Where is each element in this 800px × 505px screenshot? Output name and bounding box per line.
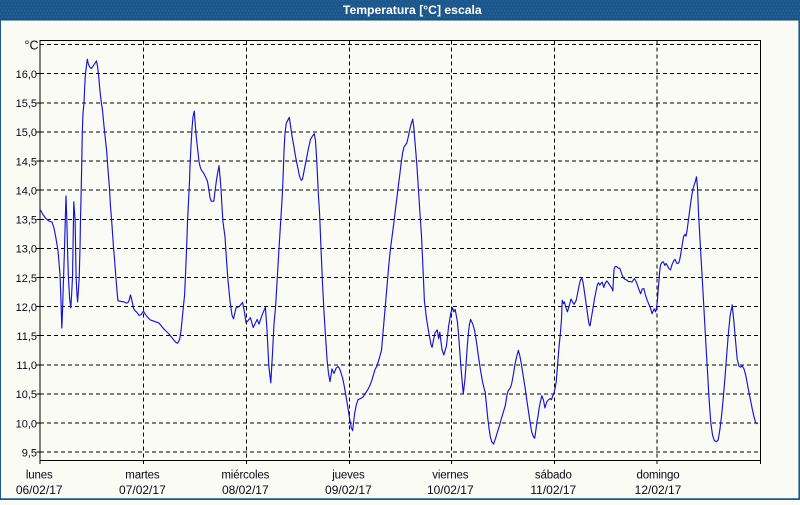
svg-text:10,0: 10,0: [16, 418, 37, 430]
svg-text:martes: martes: [125, 469, 160, 481]
svg-text:15,0: 15,0: [16, 127, 37, 139]
svg-text:viernes: viernes: [432, 469, 468, 481]
svg-text:sábado: sábado: [535, 469, 572, 481]
svg-text:11,0: 11,0: [16, 360, 37, 372]
svg-text:jueves: jueves: [331, 469, 365, 481]
svg-text:miércoles: miércoles: [221, 469, 269, 481]
svg-text:16,0: 16,0: [16, 69, 37, 81]
svg-text:domingo: domingo: [636, 469, 679, 481]
svg-text:10/02/17: 10/02/17: [427, 483, 474, 497]
svg-text:15,5: 15,5: [16, 98, 37, 110]
svg-text:12,5: 12,5: [16, 273, 37, 285]
svg-text:Temperatura [°C] escala: Temperatura [°C] escala: [343, 3, 482, 17]
svg-text:14,5: 14,5: [16, 156, 37, 168]
svg-text:14,0: 14,0: [16, 186, 37, 198]
svg-text:11/02/17: 11/02/17: [530, 483, 576, 497]
svg-text:10,5: 10,5: [16, 389, 37, 401]
svg-text:11,5: 11,5: [16, 331, 37, 343]
svg-text:13,0: 13,0: [16, 244, 37, 256]
svg-text:12,0: 12,0: [16, 302, 37, 314]
svg-text:13,5: 13,5: [16, 215, 37, 227]
svg-text:°C: °C: [24, 38, 38, 52]
svg-text:08/02/17: 08/02/17: [222, 483, 269, 497]
svg-text:12/02/17: 12/02/17: [635, 483, 682, 497]
svg-text:06/02/17: 06/02/17: [16, 483, 63, 497]
svg-text:07/02/17: 07/02/17: [119, 483, 166, 497]
svg-text:lunes: lunes: [26, 469, 53, 481]
svg-text:9,5: 9,5: [22, 447, 37, 459]
svg-text:09/02/17: 09/02/17: [325, 483, 372, 497]
